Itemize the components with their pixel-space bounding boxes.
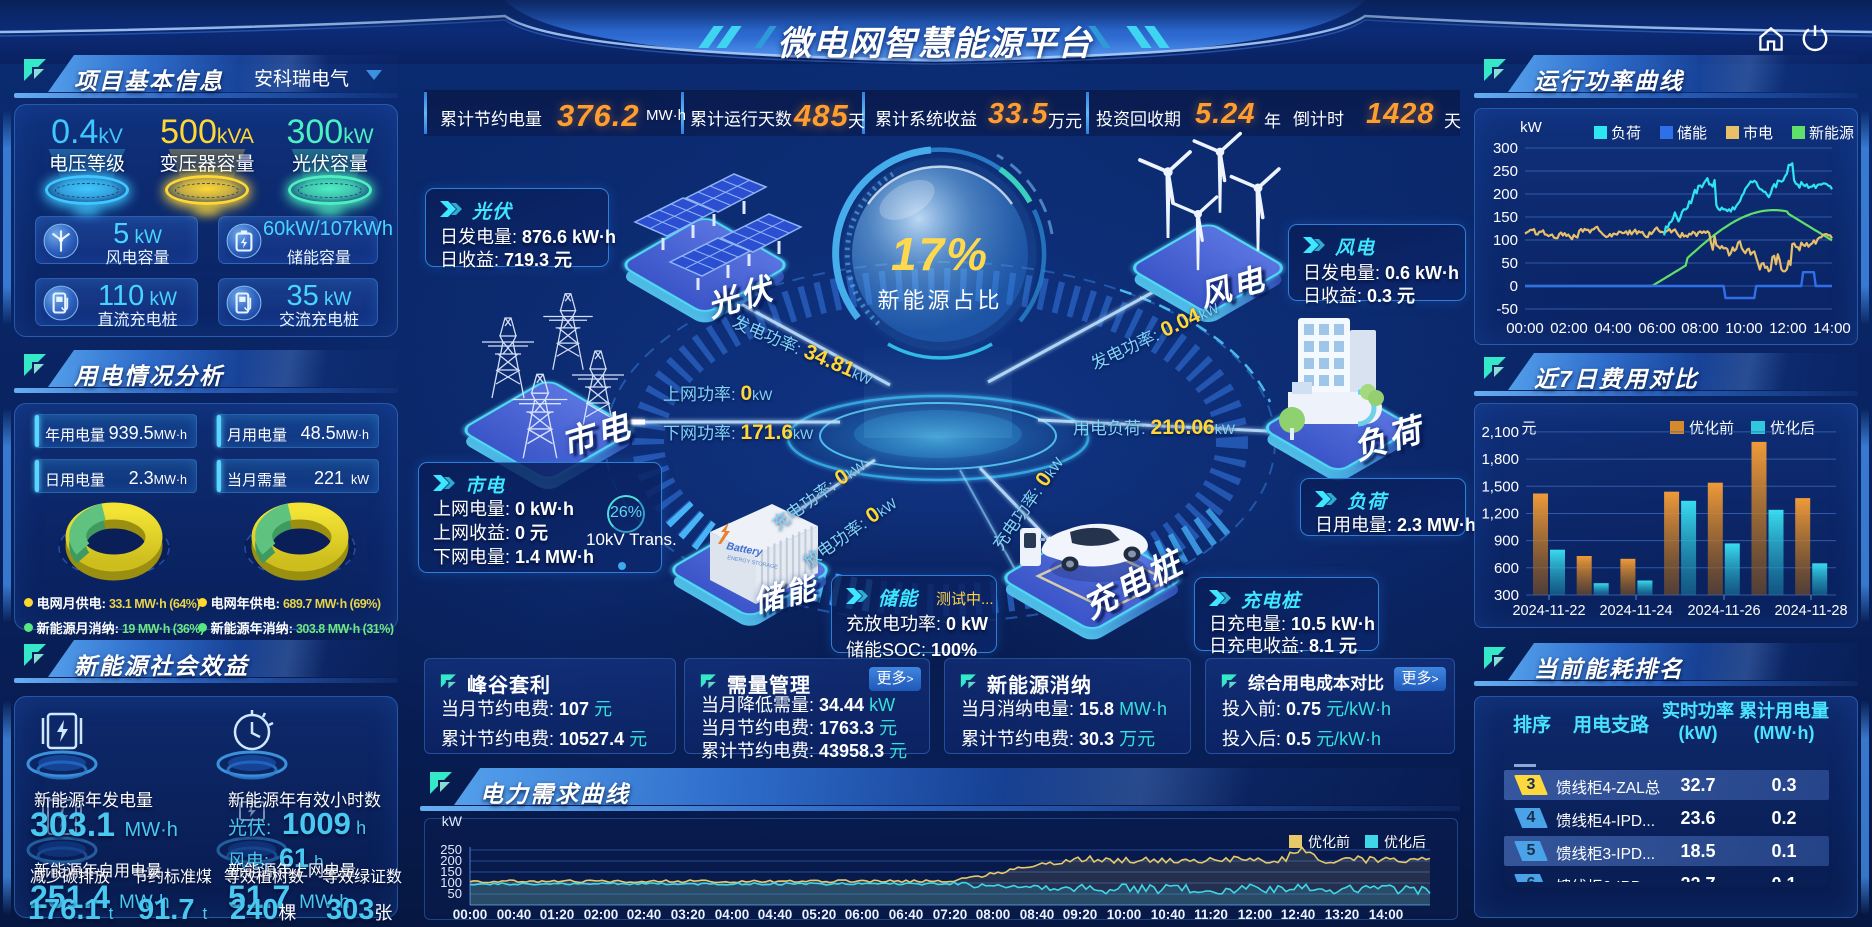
svg-text:负荷: 负荷 — [1611, 125, 1641, 142]
svg-text:05:20: 05:20 — [802, 907, 837, 922]
svg-text:100: 100 — [440, 875, 462, 890]
svg-text:储能: 储能 — [1677, 125, 1707, 142]
svg-text:04:00: 04:00 — [715, 907, 750, 922]
svg-text:2,100: 2,100 — [1481, 424, 1519, 441]
svg-text:900: 900 — [1494, 533, 1519, 550]
svg-text:14:00: 14:00 — [1813, 320, 1851, 337]
svg-text:新能源占比: 新能源占比 — [877, 288, 1002, 313]
svg-text:10:00: 10:00 — [1107, 907, 1142, 922]
svg-text:150: 150 — [440, 864, 462, 879]
svg-text:2024-11-24: 2024-11-24 — [1599, 603, 1672, 619]
svg-text:200: 200 — [440, 853, 462, 868]
svg-text:07:20: 07:20 — [933, 907, 968, 922]
svg-text:1,200: 1,200 — [1481, 506, 1519, 523]
svg-text:150: 150 — [1493, 209, 1518, 226]
svg-text:100: 100 — [1493, 232, 1518, 249]
svg-text:04:00: 04:00 — [1594, 320, 1632, 337]
svg-text:06:00: 06:00 — [845, 907, 880, 922]
svg-text:kW: kW — [442, 813, 463, 829]
svg-text:11:20: 11:20 — [1194, 907, 1228, 922]
svg-text:02:00: 02:00 — [584, 907, 619, 922]
svg-text:-50: -50 — [1496, 301, 1518, 318]
svg-text:200: 200 — [1493, 186, 1518, 203]
svg-text:2024-11-26: 2024-11-26 — [1687, 603, 1760, 619]
svg-text:600: 600 — [1494, 560, 1519, 577]
svg-text:kW: kW — [1520, 119, 1543, 136]
svg-text:元: 元 — [1521, 420, 1536, 437]
svg-text:优化后: 优化后 — [1770, 420, 1815, 437]
svg-text:08:40: 08:40 — [1020, 907, 1055, 922]
svg-text:02:00: 02:00 — [1550, 320, 1588, 337]
svg-text:2024-11-28: 2024-11-28 — [1774, 603, 1847, 619]
svg-text:优化前: 优化前 — [1308, 834, 1350, 850]
svg-text:市电: 市电 — [1743, 125, 1773, 142]
svg-text:10:00: 10:00 — [1725, 320, 1763, 337]
svg-text:01:20: 01:20 — [540, 907, 575, 922]
svg-text:06:00: 06:00 — [1638, 320, 1676, 337]
svg-text:12:00: 12:00 — [1769, 320, 1807, 337]
svg-text:00:40: 00:40 — [497, 907, 532, 922]
svg-text:00:00: 00:00 — [1506, 320, 1544, 337]
svg-text:300: 300 — [1493, 140, 1518, 157]
svg-text:250: 250 — [1493, 163, 1518, 180]
svg-text:300: 300 — [1494, 587, 1519, 604]
svg-text:1,500: 1,500 — [1481, 478, 1519, 495]
svg-text:00:00: 00:00 — [453, 907, 488, 922]
svg-text:0: 0 — [1510, 278, 1518, 295]
svg-text:250: 250 — [440, 842, 462, 857]
svg-text:09:20: 09:20 — [1063, 907, 1098, 922]
svg-text:03:20: 03:20 — [671, 907, 706, 922]
svg-text:13:20: 13:20 — [1325, 907, 1360, 922]
svg-text:50: 50 — [448, 886, 462, 901]
svg-text:50: 50 — [1501, 255, 1518, 272]
svg-text:14:00: 14:00 — [1369, 907, 1404, 922]
svg-text:2024-11-22: 2024-11-22 — [1512, 603, 1585, 619]
svg-text:12:00: 12:00 — [1238, 907, 1273, 922]
svg-text:1,800: 1,800 — [1481, 451, 1519, 468]
svg-text:优化后: 优化后 — [1384, 834, 1426, 850]
svg-text:08:00: 08:00 — [976, 907, 1011, 922]
svg-text:10:40: 10:40 — [1151, 907, 1186, 922]
svg-text:08:00: 08:00 — [1681, 320, 1719, 337]
svg-text:优化前: 优化前 — [1689, 420, 1734, 437]
svg-text:02:40: 02:40 — [627, 907, 662, 922]
svg-text:17%: 17% — [891, 228, 989, 280]
svg-text:04:40: 04:40 — [758, 907, 793, 922]
svg-text:12:40: 12:40 — [1281, 907, 1316, 922]
svg-text:新能源: 新能源 — [1809, 125, 1854, 142]
svg-text:06:40: 06:40 — [889, 907, 924, 922]
